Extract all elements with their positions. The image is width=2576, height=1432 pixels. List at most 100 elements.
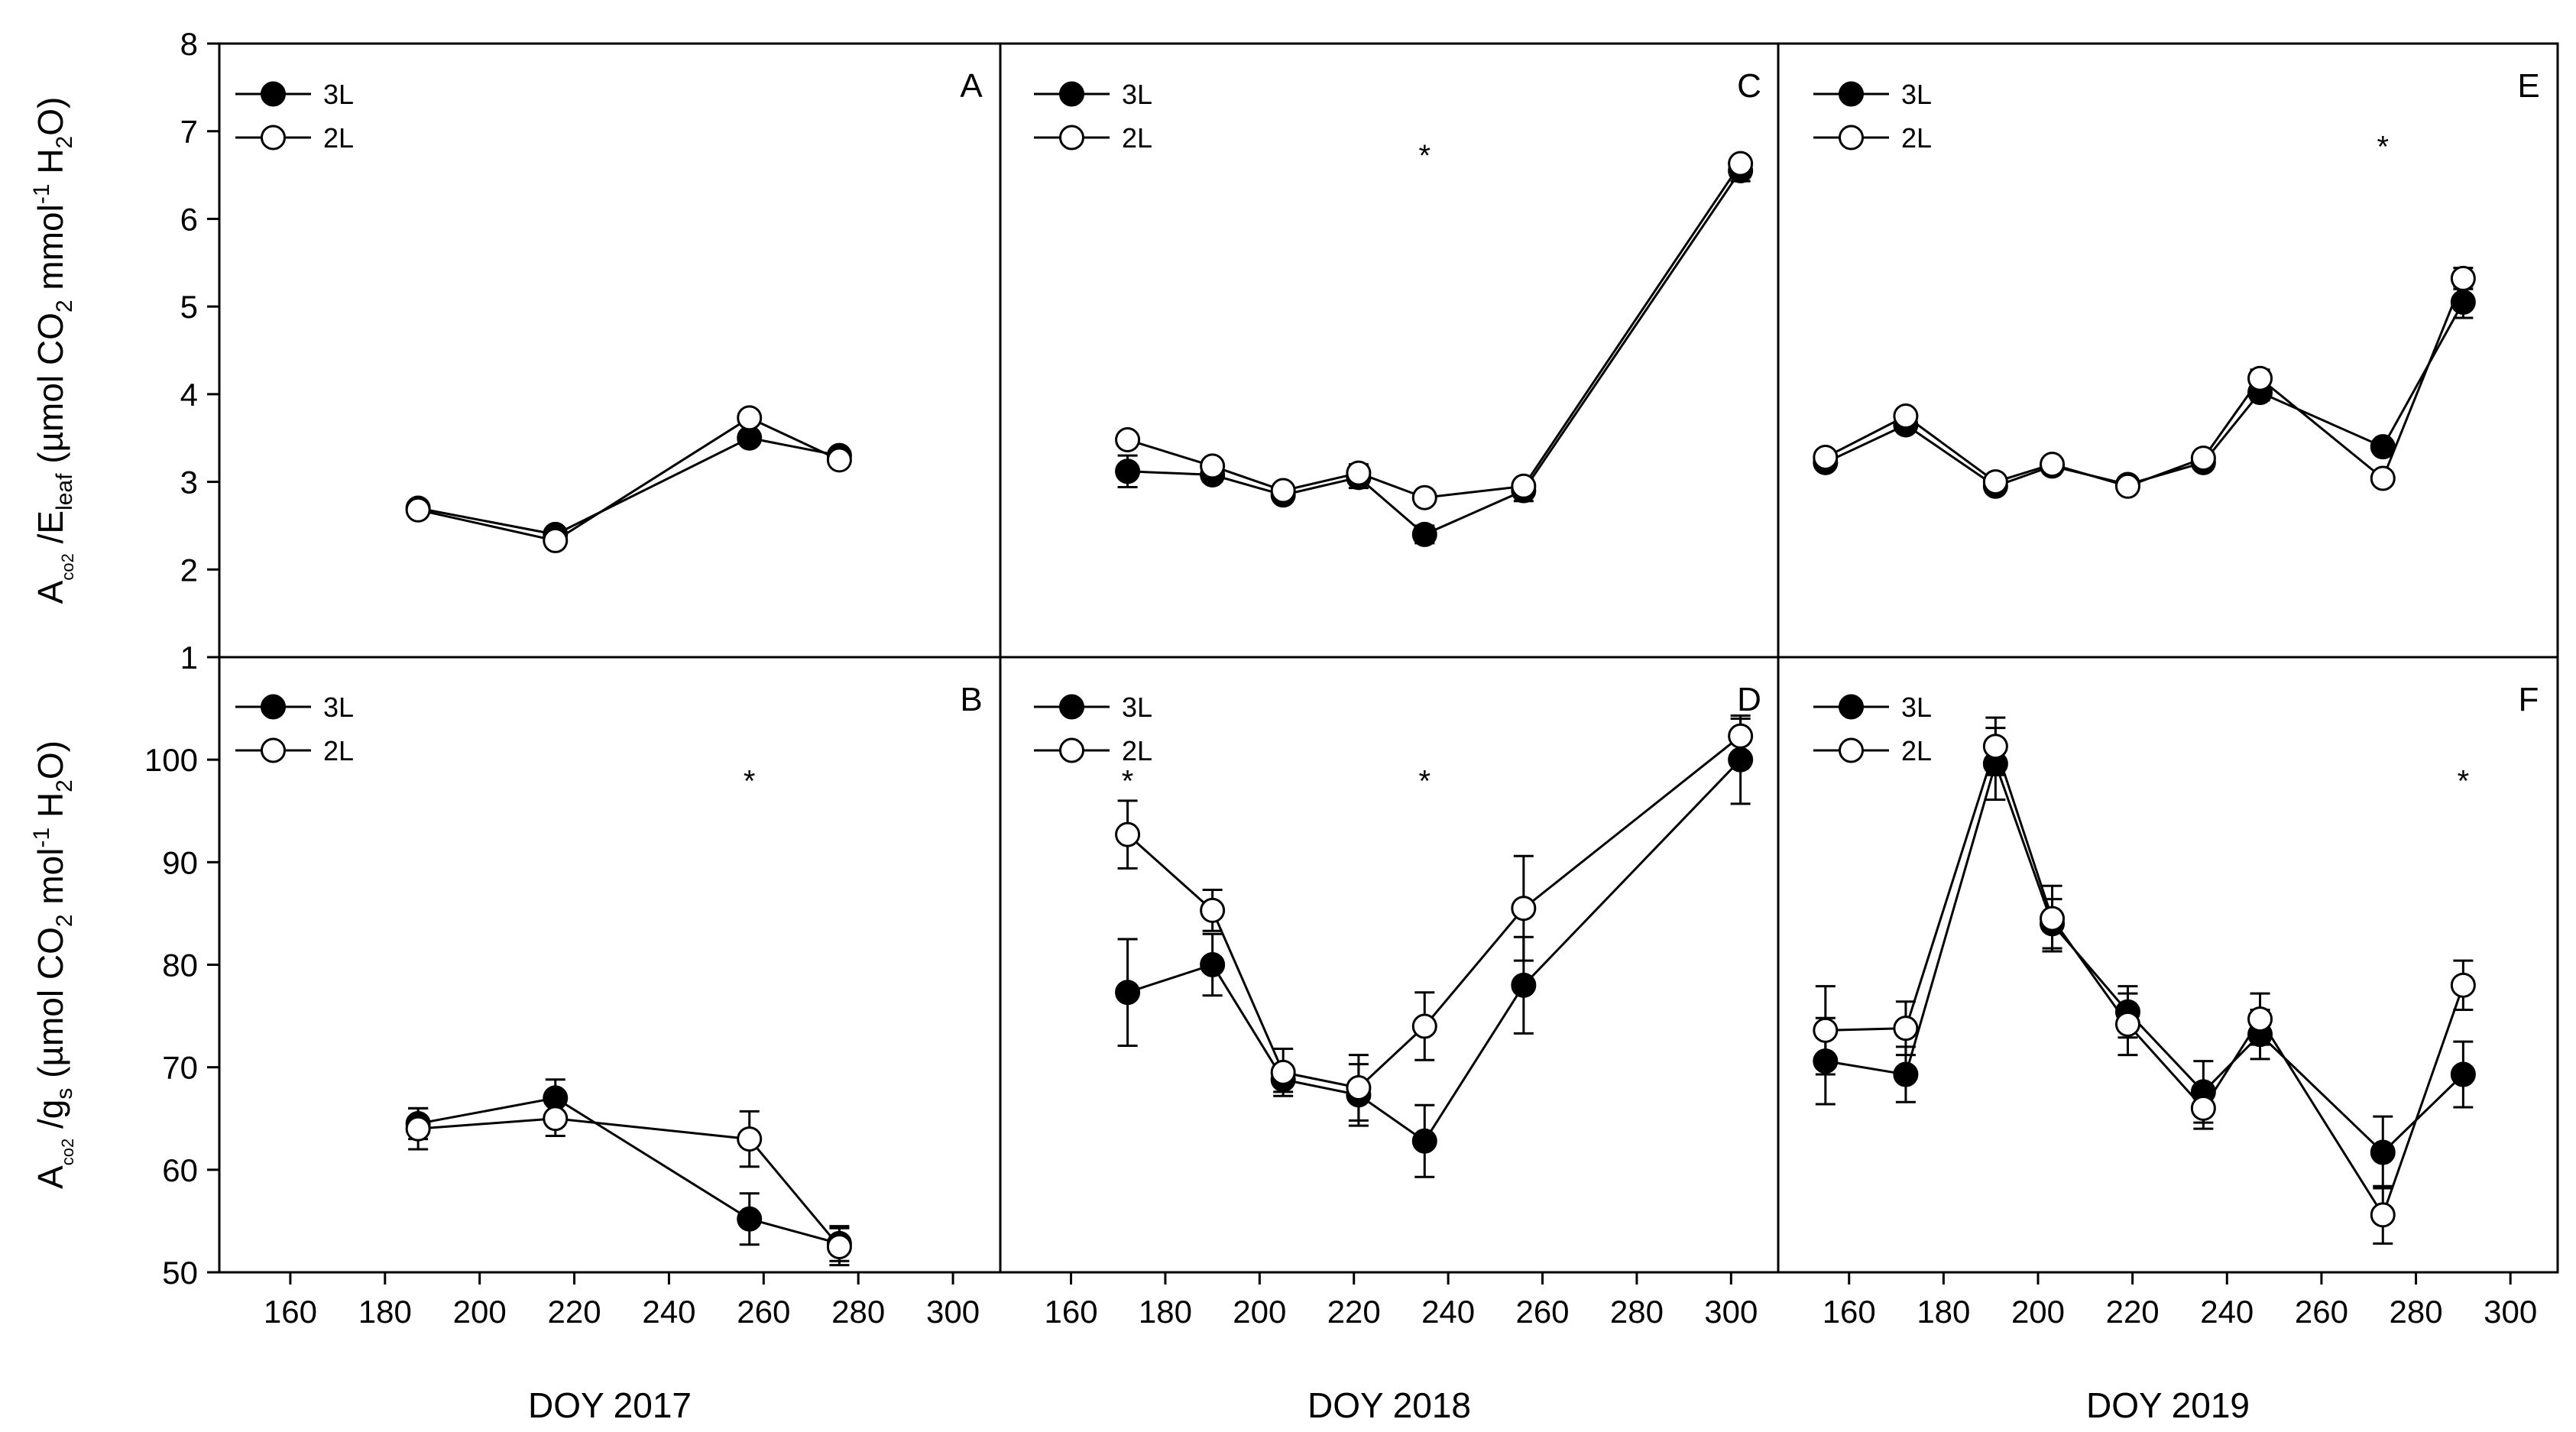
y-axis-label-part: /E bbox=[31, 510, 70, 553]
y-axis-label-part: H bbox=[31, 792, 70, 828]
y-axis-label-part: co bbox=[58, 562, 77, 580]
data-point-3L bbox=[1893, 1061, 1919, 1087]
data-point-2L bbox=[1200, 453, 1226, 479]
x-tick-label: 240 bbox=[1421, 1294, 1475, 1330]
y-tick-label-top: 1 bbox=[180, 640, 198, 676]
data-point-2L bbox=[543, 527, 569, 553]
data-point-2L bbox=[1813, 444, 1839, 470]
y-axis-label-part: -1 bbox=[29, 828, 54, 848]
data-point-3L bbox=[2370, 1139, 2396, 1165]
panel-letter-A: A bbox=[960, 67, 983, 105]
x-tick-label: 200 bbox=[2011, 1294, 2065, 1330]
legend-label-3L: 3L bbox=[323, 692, 354, 723]
y-tick-label-bottom: 70 bbox=[162, 1050, 198, 1086]
legend-marker-2L bbox=[1059, 737, 1084, 763]
legend-marker-3L bbox=[1059, 81, 1084, 107]
y-axis-label-part: s bbox=[52, 1088, 77, 1100]
y-tick-label-top: 4 bbox=[180, 377, 198, 413]
x-tick-label: 240 bbox=[2200, 1294, 2254, 1330]
series-line-2L bbox=[417, 416, 841, 543]
significance-star: * bbox=[1418, 139, 1431, 173]
x-tick-label: 160 bbox=[264, 1294, 317, 1330]
data-point-2L bbox=[2370, 1202, 2396, 1228]
data-point-3L bbox=[1115, 980, 1141, 1006]
legend-label-3L: 3L bbox=[323, 79, 354, 110]
data-point-2L bbox=[2190, 445, 2216, 471]
legend-label-3L: 3L bbox=[1901, 79, 1932, 110]
legend-marker-3L bbox=[261, 694, 286, 720]
x-tick-label: 240 bbox=[642, 1294, 695, 1330]
legend-label-2L: 2L bbox=[1901, 735, 1932, 766]
x-tick-label: 180 bbox=[1917, 1294, 1970, 1330]
panel-letter-F: F bbox=[2519, 681, 2539, 718]
legend-label-2L: 2L bbox=[323, 122, 354, 154]
panel-letter-C: C bbox=[1737, 67, 1761, 105]
y-tick-label-top: 5 bbox=[180, 289, 198, 325]
significance-star: * bbox=[1122, 765, 1134, 799]
legend-marker-2L bbox=[261, 125, 286, 151]
y-axis-label-part: 2 bbox=[58, 1139, 77, 1148]
data-point-2L bbox=[405, 1116, 431, 1142]
y-axis-label-part: leaf bbox=[52, 473, 77, 510]
x-tick-label: 180 bbox=[1139, 1294, 1192, 1330]
data-point-3L bbox=[737, 1206, 763, 1232]
x-tick-label: 280 bbox=[2390, 1294, 2443, 1330]
y-axis-label-part: (µmol CO bbox=[31, 927, 70, 1088]
y-axis-label-part: A bbox=[31, 1165, 70, 1189]
series-line-2L bbox=[1127, 163, 1742, 499]
y-axis-label-part: 2 bbox=[52, 779, 77, 792]
legend-marker-3L bbox=[1059, 694, 1084, 720]
y-axis-label-part: /g bbox=[31, 1100, 70, 1139]
data-point-2L bbox=[1411, 1013, 1437, 1039]
data-point-2L bbox=[2450, 265, 2476, 291]
x-tick-label: 300 bbox=[926, 1294, 980, 1330]
y-tick-label-bottom: 90 bbox=[162, 844, 198, 880]
axes-layer bbox=[207, 42, 2559, 1285]
legend-marker-2L bbox=[1839, 125, 1864, 151]
significance-star: * bbox=[1418, 765, 1431, 799]
legend-marker-3L bbox=[1839, 694, 1864, 720]
x-tick-label: 220 bbox=[548, 1294, 601, 1330]
data-point-2L bbox=[1893, 403, 1919, 429]
data-point-2L bbox=[1270, 1059, 1296, 1085]
series-line-3L bbox=[417, 436, 840, 536]
data-point-2L bbox=[2370, 465, 2396, 491]
y-tick-label-top: 6 bbox=[180, 201, 198, 237]
x-tick-label: 160 bbox=[1823, 1294, 1876, 1330]
data-point-2L bbox=[1270, 478, 1296, 504]
data-point-2L bbox=[2190, 1095, 2216, 1121]
x-tick-label: 220 bbox=[1327, 1294, 1381, 1330]
significance-star: * bbox=[2458, 765, 2470, 799]
data-point-2L bbox=[2040, 906, 2066, 931]
data-point-3L bbox=[1728, 747, 1754, 773]
y-axis-label-part: mol bbox=[31, 848, 70, 915]
data-point-3L bbox=[2450, 1061, 2476, 1087]
x-tick-label: 260 bbox=[2295, 1294, 2348, 1330]
significance-star: * bbox=[744, 765, 756, 799]
data-point-2L bbox=[2040, 452, 2066, 478]
x-tick-label: 180 bbox=[358, 1294, 412, 1330]
data-point-2L bbox=[1346, 460, 1372, 486]
data-point-3L bbox=[2450, 289, 2476, 315]
x-tick-label: 200 bbox=[1233, 1294, 1286, 1330]
y-tick-label-bottom: 100 bbox=[144, 742, 198, 778]
series-line-2L bbox=[1825, 742, 2464, 1218]
legend-marker-3L bbox=[261, 81, 286, 107]
x-tick-label: 260 bbox=[737, 1294, 790, 1330]
legend-label-3L: 3L bbox=[1122, 79, 1152, 110]
y-axis-label-part: 2 bbox=[52, 914, 77, 927]
y-axis-label-part: mmol bbox=[31, 204, 70, 300]
legend-label-2L: 2L bbox=[1901, 122, 1932, 154]
series-line-3L bbox=[417, 1097, 840, 1245]
y-axis-label-part: 2 bbox=[58, 553, 77, 562]
legend-marker-3L bbox=[1839, 81, 1864, 107]
data-point-3L bbox=[2370, 434, 2396, 460]
data-point-3L bbox=[1411, 521, 1437, 547]
data-point-2L bbox=[1728, 151, 1754, 177]
panel-letter-E: E bbox=[2517, 67, 2539, 105]
data-point-2L bbox=[1813, 1017, 1839, 1043]
series-line-3L bbox=[1825, 301, 2464, 488]
x-tick-label: 300 bbox=[2484, 1294, 2537, 1330]
significance-star: * bbox=[2377, 130, 2389, 164]
y-tick-label-top: 3 bbox=[180, 465, 198, 501]
